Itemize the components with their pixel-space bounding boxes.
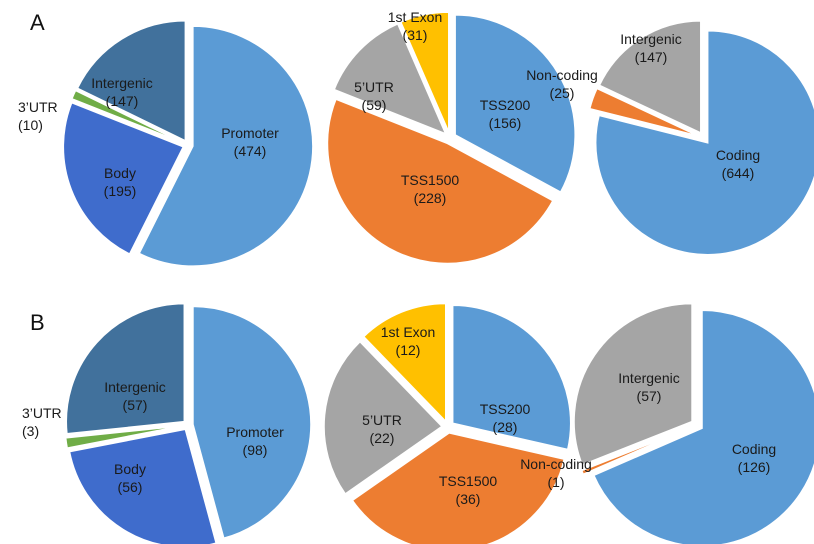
slice-label: 3’UTR <box>22 405 62 421</box>
pie-slice-coding <box>594 29 814 256</box>
slice-value-label: (57) <box>123 397 148 413</box>
pie-chart-2: TSS200 (156) TSS1500 (228) 5’UTR (59) 1st Exon… <box>326 9 576 265</box>
slice-label: 3’UTR <box>18 99 58 115</box>
slice-value-label: (10) <box>18 117 43 133</box>
slice-label: 5’UTR <box>362 412 402 428</box>
slice-value-label: (31) <box>403 27 428 43</box>
pie-slice-intergenic <box>65 302 186 435</box>
pie-chart-6: Coding (126) Non-coding (1) Intergenic (57) <box>520 302 814 544</box>
pie-slice-1st-exon <box>362 302 447 424</box>
pie-slice-tss200 <box>454 14 576 194</box>
pie-chart-5: TSS200 (28) TSS1500 (36) 5’UTR (22) 1st Exon (1… <box>323 302 572 544</box>
slice-label: TSS200 <box>480 97 531 113</box>
slice-label: Intergenic <box>620 31 681 47</box>
slice-value-label: (1) <box>547 474 564 490</box>
pie-slice-5-utr <box>323 340 444 495</box>
slice-value-label: (36) <box>456 491 481 507</box>
pie-slice-non-coding <box>580 426 692 476</box>
slice-value-label: (12) <box>396 342 421 358</box>
pie-charts: Promoter (474) Body (195) 3’UTR (10) Intergeni… <box>18 9 814 544</box>
slice-label: Intergenic <box>618 370 679 386</box>
pie-slice-tss1500 <box>351 432 566 544</box>
slice-value-label: (644) <box>722 165 755 181</box>
pie-slice-body <box>62 101 185 256</box>
slice-value-label: (195) <box>104 183 137 199</box>
slice-value-label: (59) <box>362 97 387 113</box>
slice-label: Non-coding <box>526 67 598 83</box>
slice-label: Promoter <box>226 424 284 440</box>
pie-slice-promoter <box>138 25 314 267</box>
pie-slice-5-utr <box>333 22 448 136</box>
slice-value-label: (156) <box>489 115 522 131</box>
slice-label: TSS200 <box>480 401 531 417</box>
slice-value-label: (3) <box>22 423 39 439</box>
slice-label: TSS1500 <box>439 473 498 489</box>
slice-label: Body <box>104 165 136 181</box>
slice-value-label: (228) <box>414 190 447 206</box>
panel-letter-a: A <box>30 10 45 35</box>
slice-label: TSS1500 <box>401 172 460 188</box>
slice-value-label: (25) <box>550 85 575 101</box>
slice-label: Intergenic <box>104 379 165 395</box>
pie-slice-3-utr <box>70 89 184 144</box>
slice-value-label: (126) <box>738 459 771 475</box>
slice-label: Promoter <box>221 125 279 141</box>
slice-value-label: (98) <box>243 442 268 458</box>
pie-slice-intergenic <box>598 20 702 135</box>
slice-value-label: (28) <box>493 419 518 435</box>
pie-slice-3-utr <box>64 424 184 449</box>
pie-chart-1: Promoter (474) Body (195) 3’UTR (10) Intergeni… <box>18 20 314 267</box>
slice-value-label: (147) <box>635 49 668 65</box>
pie-slice-1st-exon <box>399 11 450 133</box>
slice-label: Intergenic <box>91 75 152 91</box>
slice-label: 5’UTR <box>354 79 394 95</box>
slice-value-label: (147) <box>106 93 139 109</box>
slice-label: Coding <box>732 441 776 457</box>
slice-value-label: (474) <box>234 143 267 159</box>
slice-value-label: (57) <box>637 388 662 404</box>
panel-letter-b: B <box>30 310 45 335</box>
pie-slice-tss1500 <box>326 98 554 265</box>
pie-slice-promoter <box>192 305 312 540</box>
pie-chart-3: Coding (644) Non-coding (25) Intergenic (147) <box>526 20 814 256</box>
slice-label: Coding <box>716 147 760 163</box>
slice-label: Non-coding <box>520 456 592 472</box>
pie-slice-body <box>68 428 218 544</box>
slice-label: 1st Exon <box>381 324 435 340</box>
pie-slice-intergenic <box>76 20 187 142</box>
pie-chart-4: Promoter (98) Body (56) 3’UTR (3) Intergenic (5… <box>22 302 312 544</box>
pie-slice-coding <box>592 309 814 544</box>
pie-slice-tss200 <box>451 304 572 451</box>
slice-label: 1st Exon <box>388 9 442 25</box>
slice-label: Body <box>114 461 146 477</box>
slice-value-label: (56) <box>118 479 143 495</box>
pie-slice-intergenic <box>573 302 693 466</box>
slice-value-label: (22) <box>370 430 395 446</box>
pie-slice-non-coding <box>588 87 699 137</box>
